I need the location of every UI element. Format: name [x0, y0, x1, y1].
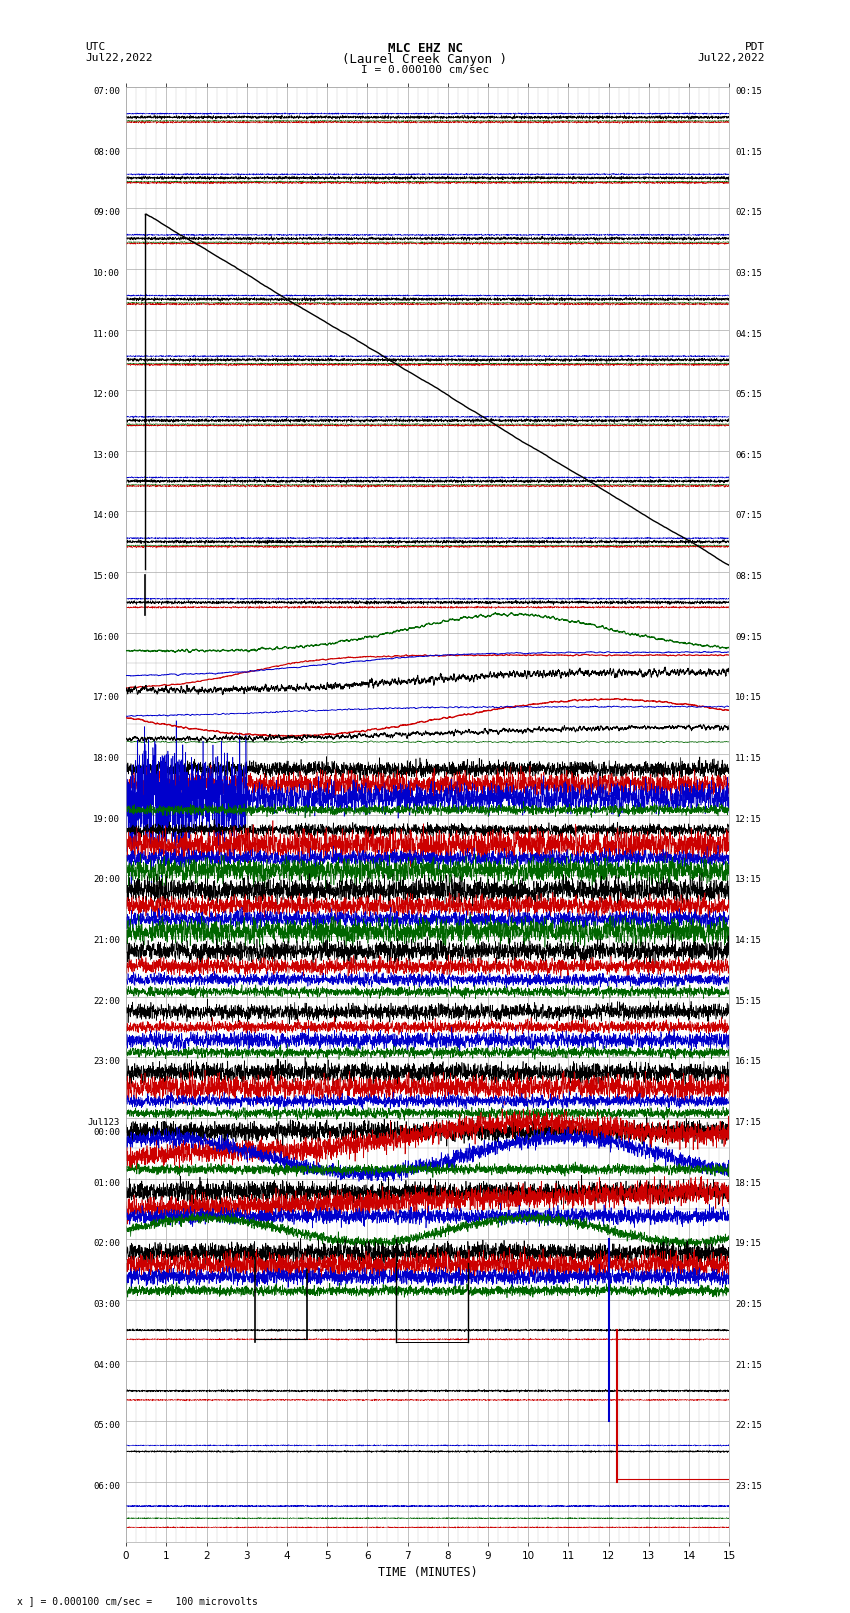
Text: 09:00: 09:00 [94, 208, 120, 218]
Text: 23:00: 23:00 [94, 1057, 120, 1066]
Text: 21:15: 21:15 [735, 1360, 762, 1369]
Text: 01:00: 01:00 [94, 1179, 120, 1187]
Text: 05:15: 05:15 [735, 390, 762, 398]
Text: 02:15: 02:15 [735, 208, 762, 218]
Text: 07:00: 07:00 [94, 87, 120, 95]
Text: 14:00: 14:00 [94, 511, 120, 521]
Text: 21:00: 21:00 [94, 936, 120, 945]
Text: 05:00: 05:00 [94, 1421, 120, 1431]
Text: 17:00: 17:00 [94, 694, 120, 702]
Text: 08:15: 08:15 [735, 573, 762, 581]
Text: MLC EHZ NC: MLC EHZ NC [388, 42, 462, 55]
Text: 19:00: 19:00 [94, 815, 120, 824]
Text: 04:15: 04:15 [735, 329, 762, 339]
Text: 19:15: 19:15 [735, 1239, 762, 1248]
Text: 22:00: 22:00 [94, 997, 120, 1005]
Text: 16:15: 16:15 [735, 1057, 762, 1066]
Text: Jul22,2022: Jul22,2022 [85, 53, 152, 63]
X-axis label: TIME (MINUTES): TIME (MINUTES) [377, 1566, 478, 1579]
Text: 00:15: 00:15 [735, 87, 762, 95]
Text: Jul123
00:00: Jul123 00:00 [88, 1118, 120, 1137]
Text: 15:00: 15:00 [94, 573, 120, 581]
Text: 20:15: 20:15 [735, 1300, 762, 1308]
Text: 11:00: 11:00 [94, 329, 120, 339]
Text: 11:15: 11:15 [735, 753, 762, 763]
Text: 07:15: 07:15 [735, 511, 762, 521]
Text: 18:15: 18:15 [735, 1179, 762, 1187]
Text: 06:15: 06:15 [735, 450, 762, 460]
Text: 20:00: 20:00 [94, 876, 120, 884]
Text: 18:00: 18:00 [94, 753, 120, 763]
Text: 10:00: 10:00 [94, 269, 120, 277]
Text: 17:15: 17:15 [735, 1118, 762, 1127]
Text: PDT: PDT [745, 42, 765, 52]
Text: 13:15: 13:15 [735, 876, 762, 884]
Text: 23:15: 23:15 [735, 1482, 762, 1490]
Text: UTC: UTC [85, 42, 105, 52]
Text: 13:00: 13:00 [94, 450, 120, 460]
Text: 03:15: 03:15 [735, 269, 762, 277]
Text: 02:00: 02:00 [94, 1239, 120, 1248]
Text: 22:15: 22:15 [735, 1421, 762, 1431]
Text: 06:00: 06:00 [94, 1482, 120, 1490]
Text: 09:15: 09:15 [735, 632, 762, 642]
Text: 03:00: 03:00 [94, 1300, 120, 1308]
Text: 16:00: 16:00 [94, 632, 120, 642]
Text: I = 0.000100 cm/sec: I = 0.000100 cm/sec [361, 65, 489, 74]
Text: x ] = 0.000100 cm/sec =    100 microvolts: x ] = 0.000100 cm/sec = 100 microvolts [17, 1597, 258, 1607]
Text: (Laurel Creek Canyon ): (Laurel Creek Canyon ) [343, 53, 507, 66]
Text: 08:00: 08:00 [94, 147, 120, 156]
Text: 12:15: 12:15 [735, 815, 762, 824]
Text: Jul22,2022: Jul22,2022 [698, 53, 765, 63]
Text: 12:00: 12:00 [94, 390, 120, 398]
Text: 10:15: 10:15 [735, 694, 762, 702]
Text: 01:15: 01:15 [735, 147, 762, 156]
Text: 15:15: 15:15 [735, 997, 762, 1005]
Text: 04:00: 04:00 [94, 1360, 120, 1369]
Text: 14:15: 14:15 [735, 936, 762, 945]
